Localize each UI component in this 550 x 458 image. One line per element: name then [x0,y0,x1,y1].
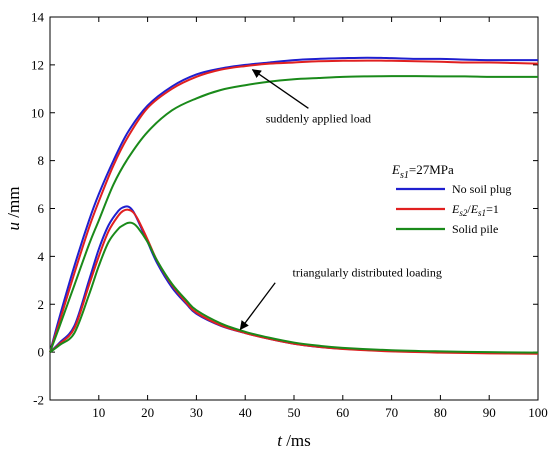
y-tick-label: 0 [38,345,45,360]
x-axis-symbol: t [277,431,283,450]
series-line-solid-pile-2 [49,75,538,353]
y-tick-label: 12 [31,57,44,72]
x-tick-label: 100 [528,405,548,420]
x-tick-label: 30 [190,405,203,420]
legend-label-no_soil_plug: No soil plug [452,182,511,196]
x-tick-label: 90 [483,405,496,420]
axes-layer: 10 20 30 40 50 60 70 80 90 100 -2 0 2 4 6 8 10 12 14 t /ms u… [4,10,548,451]
x-tick-label: 70 [385,405,398,420]
series-line-es2-es1-1-1 [49,59,539,353]
annotation-arrow [251,69,309,109]
y-tick-label: 14 [31,10,45,25]
y-tick-label: -2 [33,393,44,408]
series-layer [49,56,539,355]
legend-rich-e1: E [451,202,460,216]
y-tick-label: 10 [31,105,44,120]
x-axis-label: t /ms [277,431,311,450]
legend-label-solid_pile: Solid pile [452,222,498,236]
legend-rich-slash: / [467,202,471,216]
annotations-layer: suddenly applied load triangularly distri… [239,69,442,331]
y-tick-label: 8 [38,153,45,168]
x-tick-label: 80 [434,405,447,420]
series-line-no-soil-plug-0 [49,56,538,353]
y-tick-label: 2 [38,297,45,312]
x-axis-unit: /ms [282,431,311,450]
series-line-solid-pile-5 [49,221,539,354]
legend-title-sub: s1 [400,170,409,181]
annotation-label: triangularly distributed loading [293,266,442,280]
y-axis-unit: /mm [4,187,23,222]
legend-rich-tail: =1 [486,202,499,216]
x-tick-label: 60 [336,405,349,420]
x-tick-label: 50 [288,405,301,420]
legend-rich-s2: s1 [478,208,486,218]
legend-title-symbol: E [391,162,400,177]
legend-rich-e2: E [470,202,479,216]
x-tick-label: 20 [141,405,154,420]
legend-rich-s1: s2 [459,208,468,218]
y-tick-label: 6 [38,201,45,216]
legend-title: Es1=27MPa [391,162,454,181]
annotation-arrow [239,282,276,331]
y-axis-symbol: u [4,222,23,231]
legend-title-value: =27MPa [409,162,454,177]
legend-label-ratio_one: Es2/Es1=1 [451,202,499,218]
y-tick-label: 4 [38,249,45,264]
x-tick-label: 10 [92,405,105,420]
y-axis-label: u /mm [4,187,23,231]
x-tick-label: 40 [239,405,252,420]
annotation-label: suddenly applied load [266,111,371,125]
